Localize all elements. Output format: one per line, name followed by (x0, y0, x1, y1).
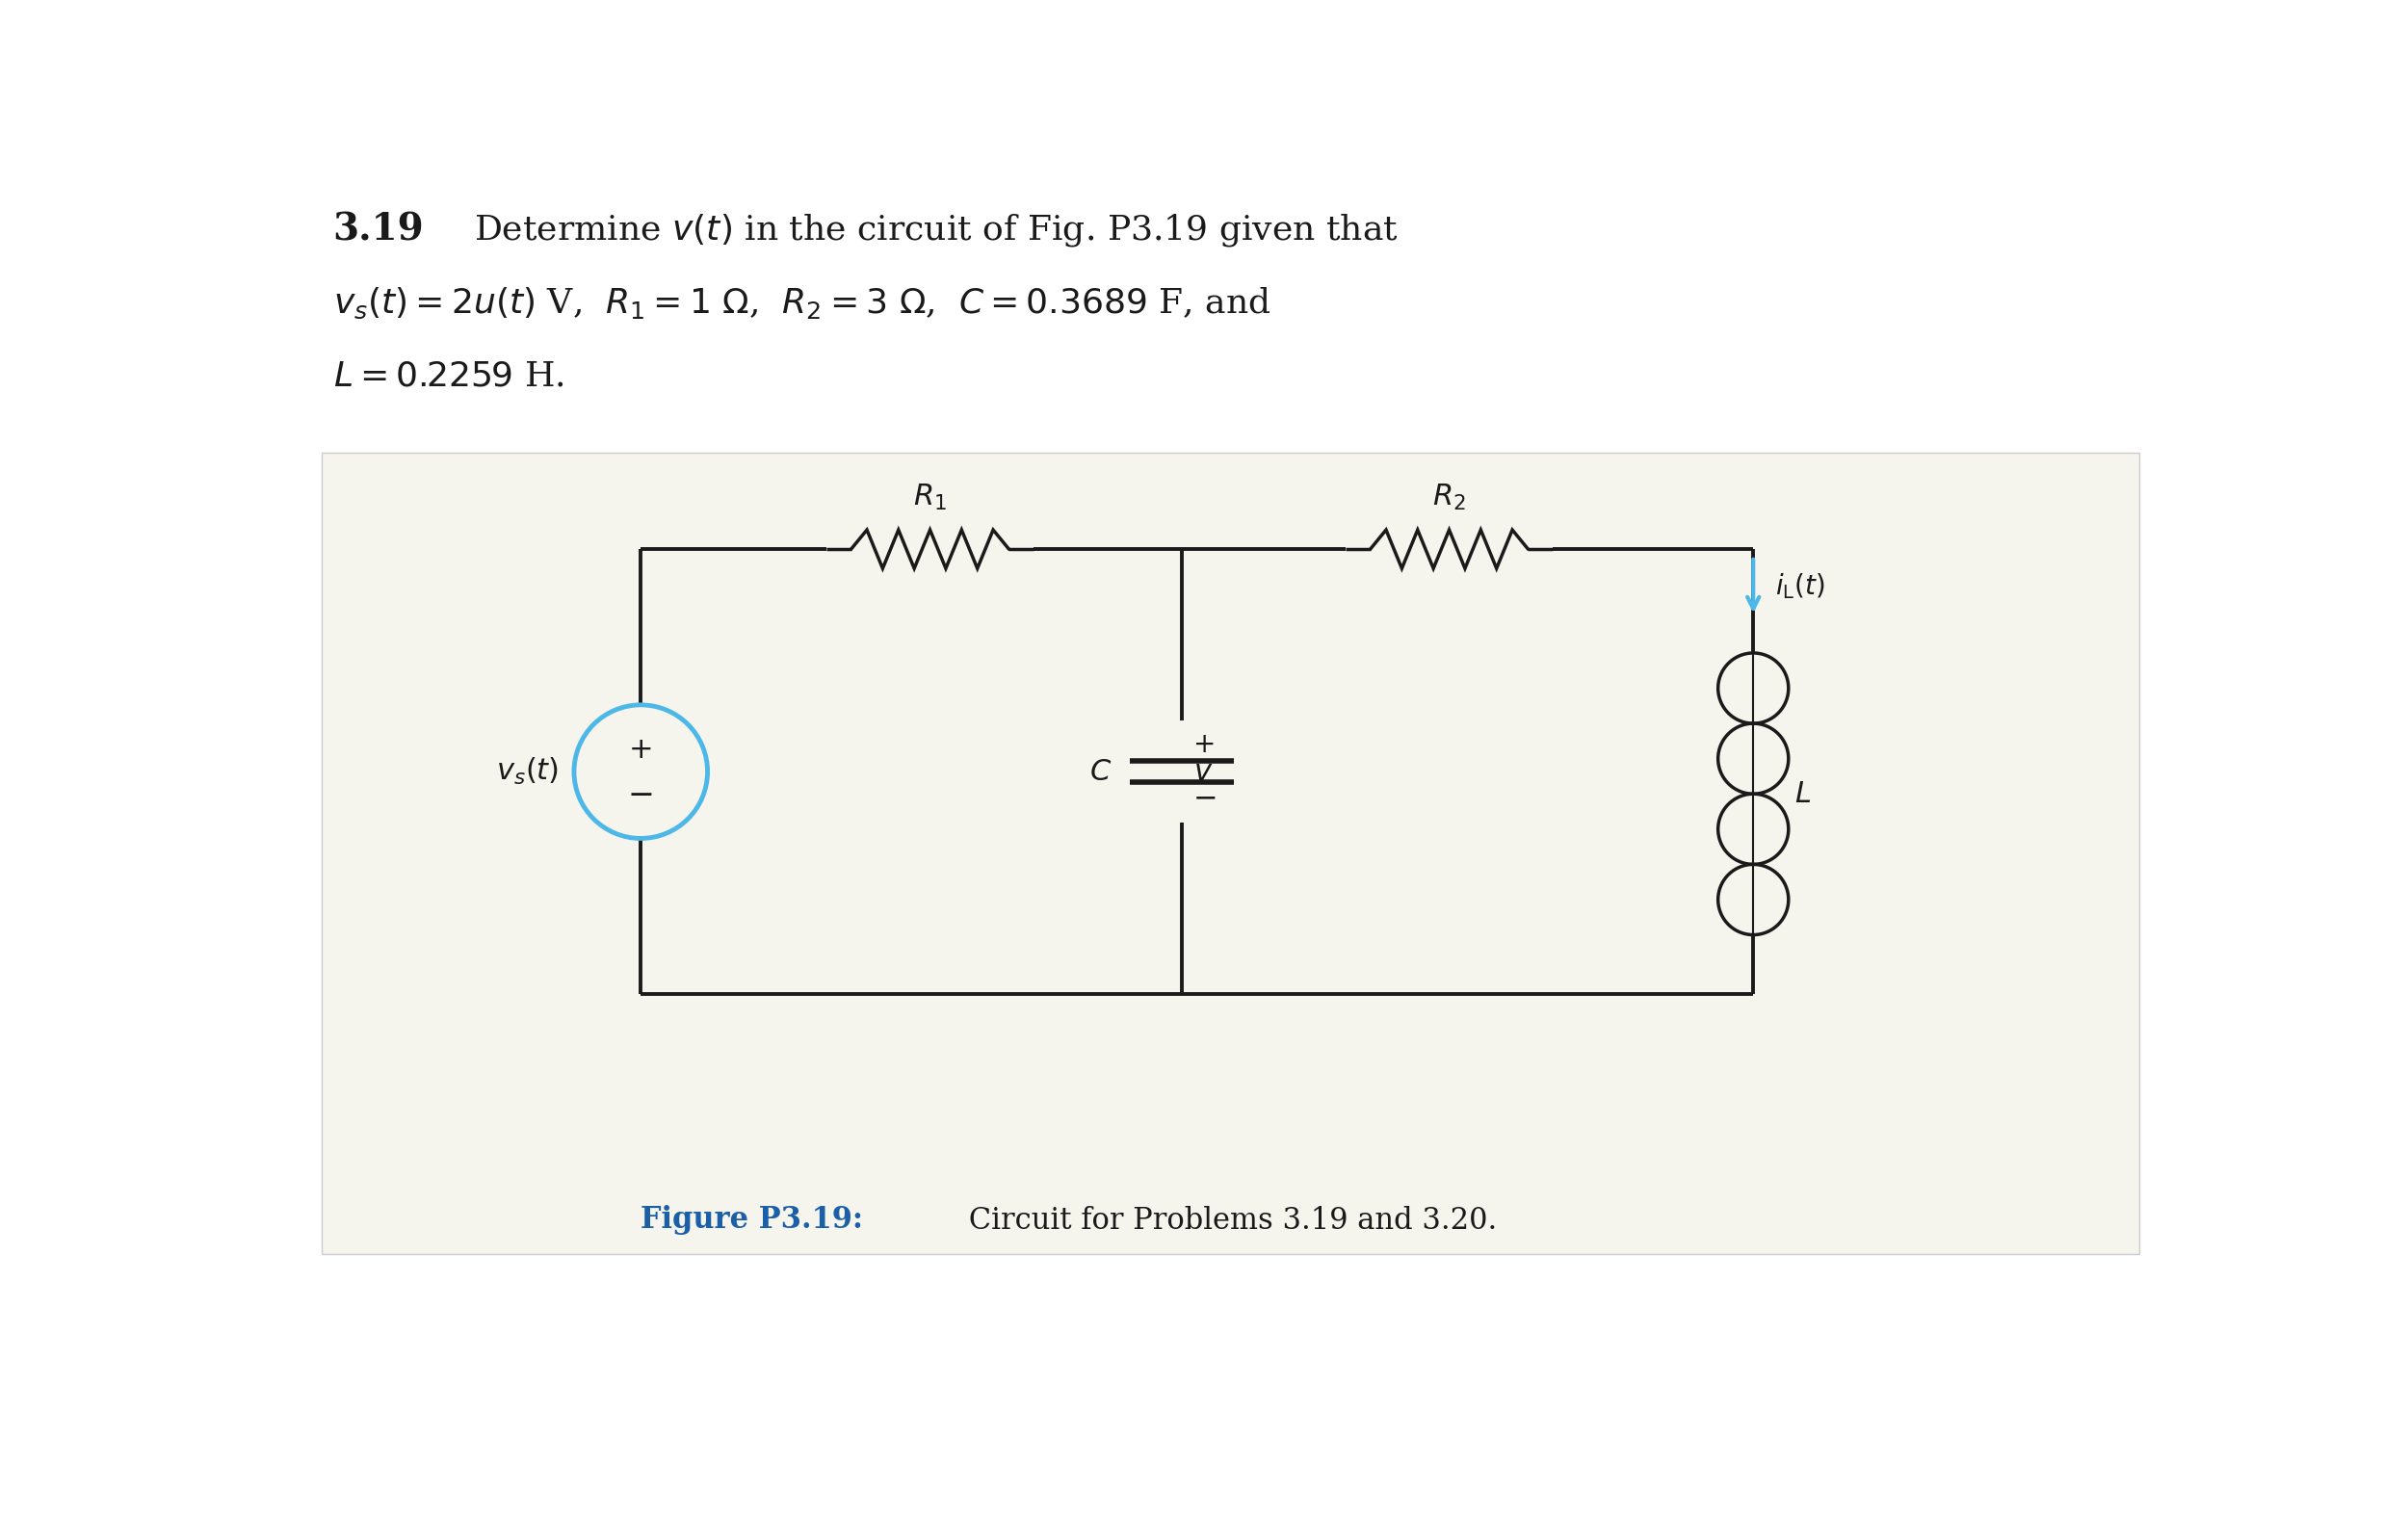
Text: Determine $v(t)$ in the circuit of Fig. P3.19 given that: Determine $v(t)$ in the circuit of Fig. … (474, 212, 1399, 249)
FancyBboxPatch shape (323, 452, 2138, 1253)
Text: $R_1$: $R_1$ (913, 482, 946, 513)
Text: $L$: $L$ (1794, 778, 1811, 809)
Text: $C$: $C$ (1088, 757, 1112, 787)
Text: Circuit for Problems 3.19 and 3.20.: Circuit for Problems 3.19 and 3.20. (961, 1206, 1498, 1235)
Circle shape (573, 705, 708, 839)
Text: $v_s(t) = 2u(t)$ V,  $R_1 = 1\ \Omega$,  $R_2 = 3\ \Omega$,  $C = 0.3689$ F, and: $v_s(t) = 2u(t)$ V, $R_1 = 1\ \Omega$, $… (332, 285, 1271, 320)
Text: $i_\mathrm{L}(t)$: $i_\mathrm{L}(t)$ (1775, 572, 1825, 601)
Text: $R_2$: $R_2$ (1433, 482, 1466, 513)
Text: +: + (628, 736, 653, 763)
Text: +: + (1194, 731, 1216, 758)
Text: $v_s(t)$: $v_s(t)$ (496, 755, 559, 787)
Text: $L = 0.2259$ H.: $L = 0.2259$ H. (332, 360, 563, 393)
Text: −: − (626, 780, 655, 812)
Text: 3.19: 3.19 (332, 212, 424, 249)
Text: −: − (1194, 784, 1218, 812)
Text: $v$: $v$ (1194, 757, 1214, 787)
Text: Figure P3.19:: Figure P3.19: (641, 1206, 864, 1235)
